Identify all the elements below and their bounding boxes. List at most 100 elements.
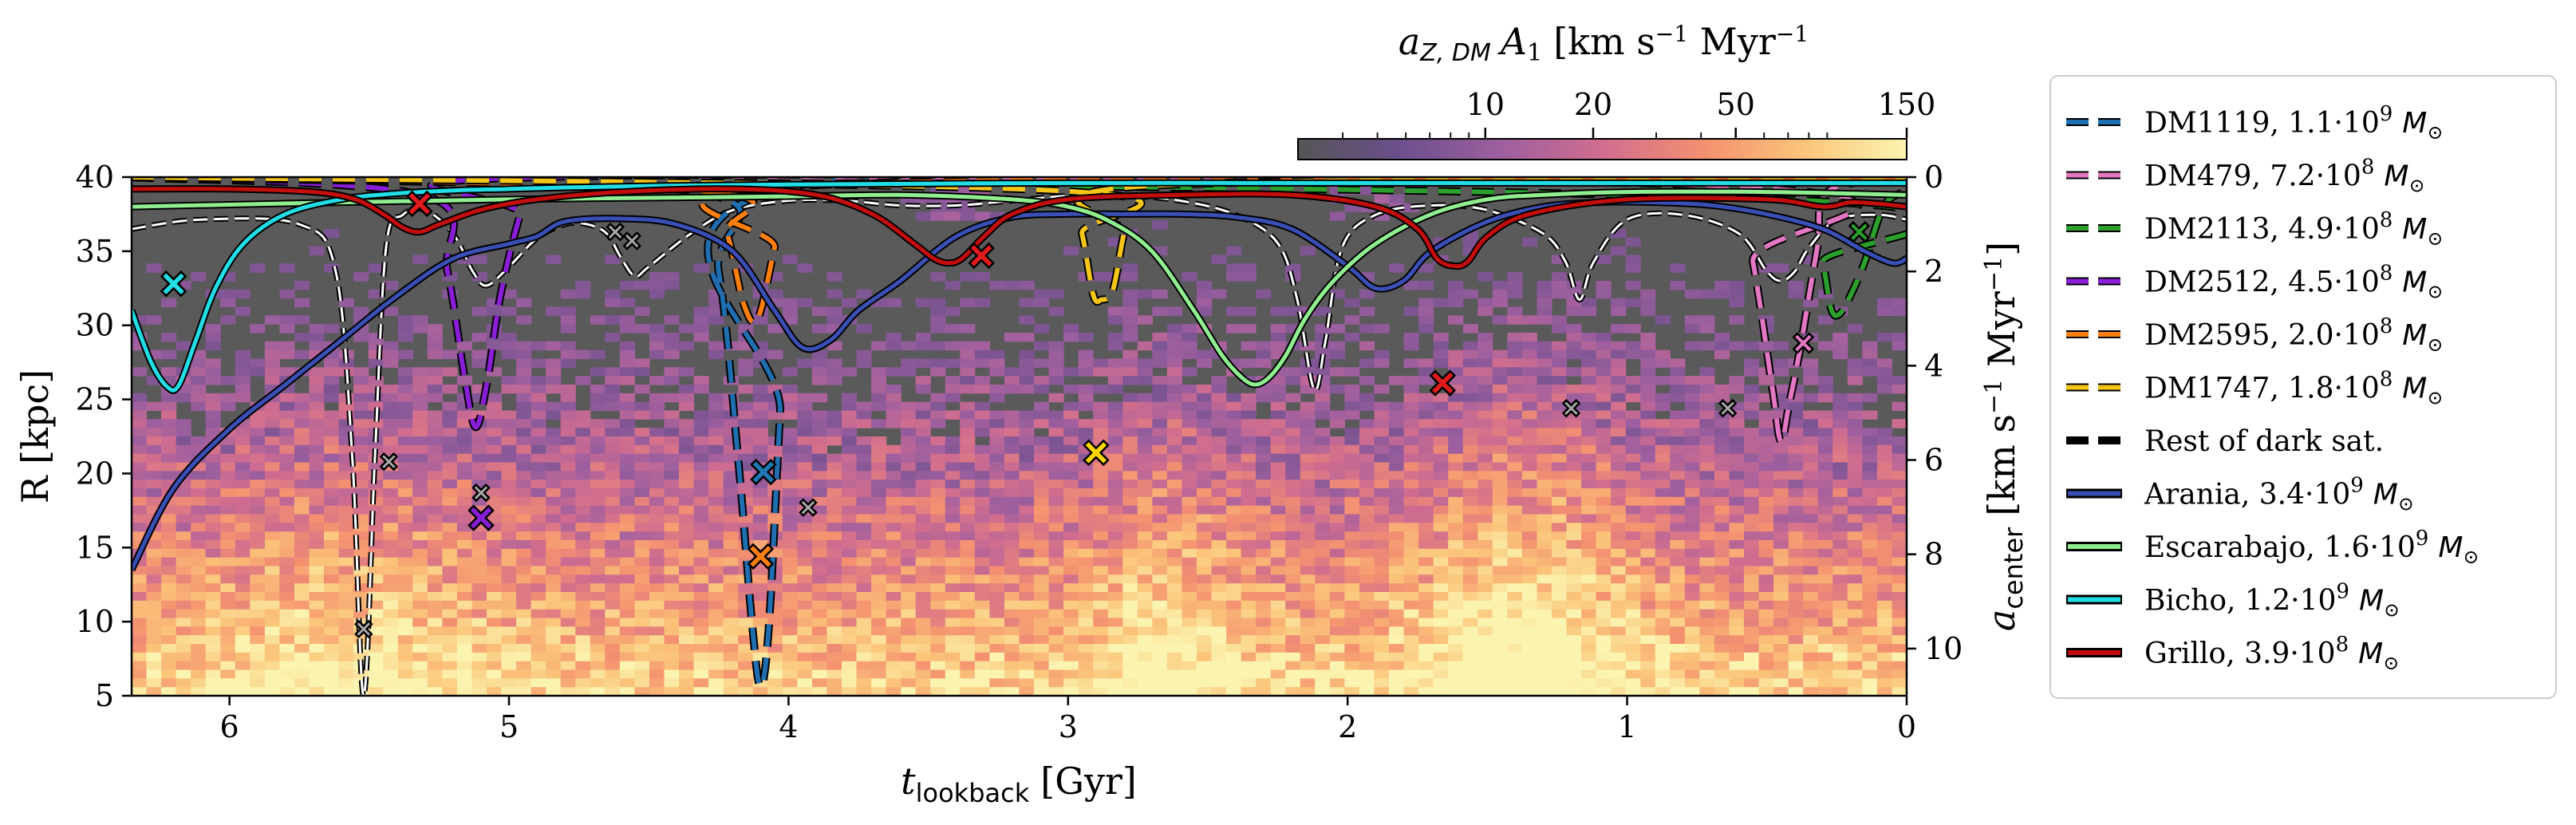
heatmap-cell [1773,669,1789,679]
heatmap-cell [1847,367,1863,377]
heatmap-cell [856,583,872,593]
heatmap-cell [161,669,177,679]
heatmap-cell [1521,505,1537,515]
heatmap-cell [1611,652,1627,662]
heatmap-cell [974,480,990,489]
heatmap-cell [915,401,931,412]
heatmap-cell [960,626,976,636]
heatmap-cell [1655,428,1671,437]
heatmap-cell [1048,618,1064,627]
heatmap-cell [1166,341,1182,351]
heatmap-cell [294,548,310,559]
heatmap-cell [679,687,695,696]
heatmap-cell [1611,419,1627,428]
heatmap-cell [1093,480,1109,489]
heatmap-cell [1803,298,1819,308]
heatmap-cell [1876,557,1892,567]
heatmap-cell [264,635,280,645]
heatmap-cell [752,574,768,584]
heatmap-cell [1670,652,1686,662]
heatmap-cell [1773,652,1789,662]
heatmap-cell [1462,592,1478,602]
heatmap-cell [1344,453,1360,464]
heatmap-cell [1019,661,1035,671]
heatmap-cell [693,600,709,610]
heatmap-cell [471,505,487,515]
heatmap-cell [146,678,162,688]
heatmap-cell [693,626,709,636]
heatmap-cell [1492,661,1508,671]
heatmap-cell [1300,574,1316,584]
heatmap-cell [664,333,680,342]
heatmap-cell [1107,453,1123,464]
heatmap-cell [1019,488,1035,498]
heatmap-cell [575,376,591,385]
heatmap-cell [1625,652,1641,662]
heatmap-cell [279,600,295,610]
heatmap-cell [811,574,827,584]
heatmap-cell [531,557,546,567]
heatmap-cell [1034,419,1050,428]
heatmap-cell [1803,574,1819,584]
heatmap-cell [590,635,606,645]
heatmap-cell [1122,263,1138,273]
heatmap-cell [1019,523,1035,532]
heatmap-cell [146,540,162,550]
heatmap-cell [1507,480,1523,489]
heatmap-cell [1197,635,1213,645]
heatmap-cell [1566,444,1582,455]
heatmap-cell [871,687,887,696]
heatmap-cell [1847,626,1863,636]
heatmap-cell [605,687,621,696]
heatmap-cell [1300,428,1316,437]
heatmap-cell [1181,609,1197,619]
heatmap-cell [974,523,990,532]
heatmap-cell [1462,540,1478,550]
heatmap-cell [531,583,546,593]
heatmap-cell [1034,462,1050,472]
heatmap-cell [1389,488,1405,498]
heatmap-cell [1492,592,1508,602]
heatmap-cell [250,419,266,428]
heatmap-cell [1552,385,1568,394]
heatmap-cell [1507,557,1523,567]
heatmap-cell [575,626,591,636]
heatmap-cell [146,531,162,541]
heatmap-cell [1625,548,1641,559]
heatmap-cell [353,531,369,541]
heatmap-cell [1847,505,1863,515]
heatmap-cell [324,592,340,602]
heatmap-cell [1389,644,1405,653]
heatmap-cell [1803,419,1819,428]
heatmap-cell [1078,574,1094,584]
heatmap-cell [1537,419,1552,428]
heatmap-cell [1729,600,1745,610]
heatmap-cell [619,471,635,480]
heatmap-cell [1256,349,1272,360]
heatmap-cell [1832,609,1848,619]
heatmap-cell [619,592,635,602]
heatmap-cell [1329,462,1345,472]
heatmap-cell [516,393,532,403]
heatmap-cell [1655,635,1671,645]
heatmap-cell [708,471,724,480]
heatmap-cell [1418,488,1434,498]
heatmap-cell [1166,410,1182,420]
heatmap-cell [1048,531,1064,541]
heatmap-cell [901,444,917,455]
heatmap-cell [1670,644,1686,653]
heatmap-cell [1862,358,1878,368]
heatmap-cell [146,376,162,385]
heatmap-cell [575,428,591,437]
heatmap-cell [1403,540,1419,550]
heatmap-cell [456,557,472,567]
heatmap-cell [531,462,546,472]
heatmap-cell [1507,488,1523,498]
heatmap-cell [767,583,783,593]
heatmap-cell [1270,618,1286,627]
heatmap-cell [487,462,503,472]
heatmap-cell [516,505,532,515]
heatmap-cell [856,453,872,464]
heatmap-cell [250,358,266,368]
heatmap-cell [487,644,503,653]
